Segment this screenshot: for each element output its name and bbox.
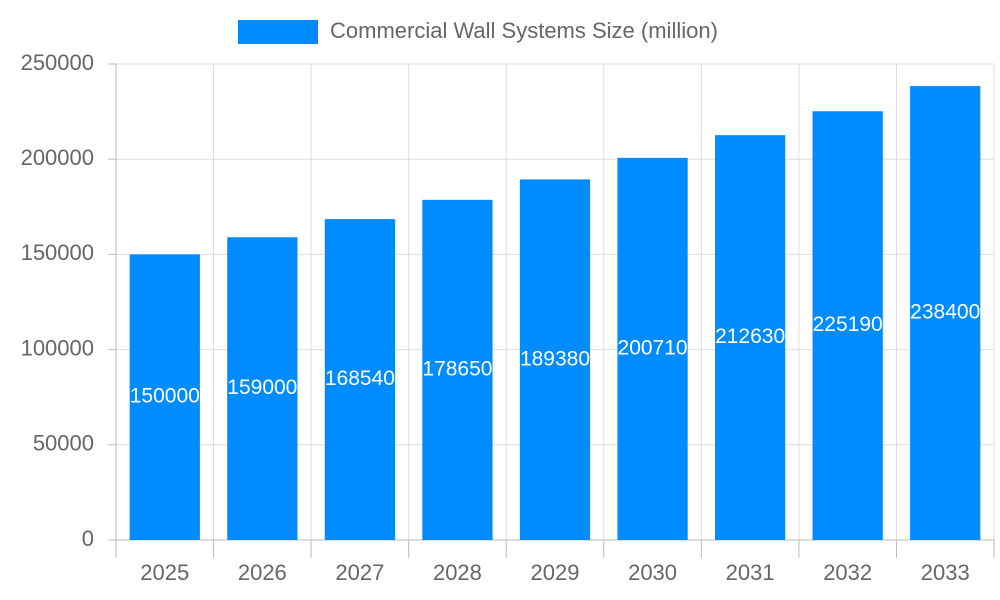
x-tick-label: 2030 [628,560,677,585]
legend-swatch [238,20,318,44]
bar [324,219,396,540]
x-tick-label: 2028 [433,560,482,585]
bar [129,254,200,540]
y-tick-label: 0 [82,526,94,551]
x-tick-label: 2029 [531,560,580,585]
data-label: 200710 [618,336,688,359]
bar [422,199,493,540]
data-label: 212630 [715,325,785,348]
bar [227,237,298,540]
bar [910,86,981,541]
data-label: 238400 [910,301,980,324]
data-label: 159000 [227,376,297,399]
data-label: 150000 [130,385,200,408]
data-label: 178650 [422,357,492,380]
x-tick-label: 2027 [335,560,384,585]
x-tick-label: 2026 [238,560,287,585]
data-label: 225190 [813,313,883,336]
x-tick-label: 2025 [140,560,189,585]
bar [812,111,883,540]
bar [617,157,688,541]
y-tick-label: 200000 [21,145,94,170]
x-tick-label: 2031 [726,560,775,585]
y-tick-label: 50000 [33,431,94,456]
data-label: 168540 [325,367,395,390]
y-tick-label: 100000 [21,335,94,360]
legend-label: Commercial Wall Systems Size (million) [330,18,718,43]
y-tick-label: 150000 [21,240,94,265]
y-tick-label: 250000 [21,50,94,75]
bar [519,179,591,541]
x-tick-label: 2033 [921,560,970,585]
data-label: 189380 [520,347,590,370]
x-tick-label: 2032 [823,560,872,585]
bar [714,135,786,541]
